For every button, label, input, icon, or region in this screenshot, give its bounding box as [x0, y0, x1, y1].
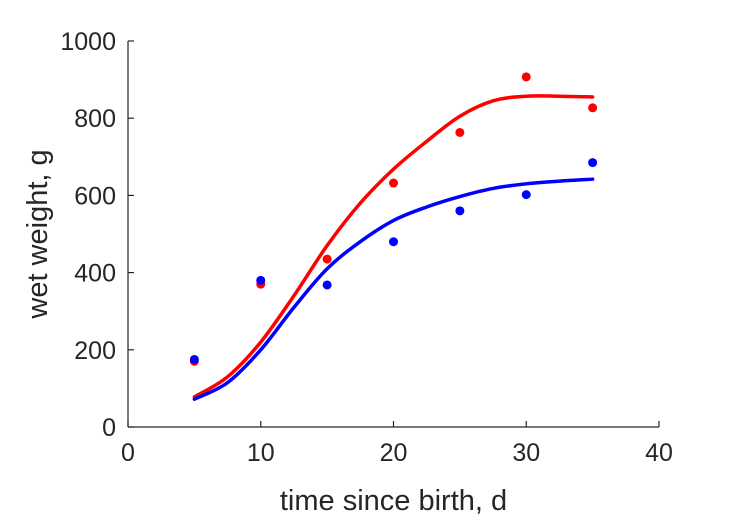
data-point-series-1	[322, 254, 332, 264]
data-point-series-2	[389, 237, 398, 247]
y-tick-label: 0	[102, 414, 116, 442]
data-point-series-2	[189, 354, 199, 364]
fit-curves	[192, 94, 595, 401]
y-ticks: 0 200 400 600 800 1000	[60, 28, 134, 442]
x-tick-label: 0	[121, 439, 135, 467]
x-tick-label: 20	[380, 439, 408, 467]
data-point-series-2	[521, 190, 531, 200]
y-axis-label: wet weight, g	[22, 149, 54, 319]
fit-line-series-1	[192, 94, 595, 399]
y-tick-label: 800	[74, 105, 116, 133]
fit-line-series-2	[192, 177, 595, 401]
x-tick-label: 30	[512, 439, 540, 467]
y-tick-label: 1000	[60, 28, 116, 56]
axes: 0 10 20 30 40 0 200 400 600 800 1000	[60, 28, 673, 467]
y-tick-label: 600	[74, 182, 116, 210]
x-ticks: 0 10 20 30 40	[121, 421, 673, 467]
data-point-series-1	[455, 127, 465, 137]
data-point-series-2	[322, 280, 332, 290]
y-tick-label: 400	[74, 260, 116, 288]
data-point-series-1	[521, 72, 531, 82]
data-point-series-1	[588, 103, 598, 113]
x-axis-label: time since birth, d	[280, 485, 507, 517]
data-points	[189, 72, 598, 366]
x-tick-label: 10	[247, 439, 275, 467]
data-point-series-2	[256, 275, 266, 285]
data-point-series-2	[455, 206, 465, 216]
data-point-series-1	[389, 178, 398, 188]
y-tick-label: 200	[74, 337, 116, 365]
x-tick-label: 40	[645, 439, 673, 467]
data-point-series-2	[588, 158, 598, 168]
